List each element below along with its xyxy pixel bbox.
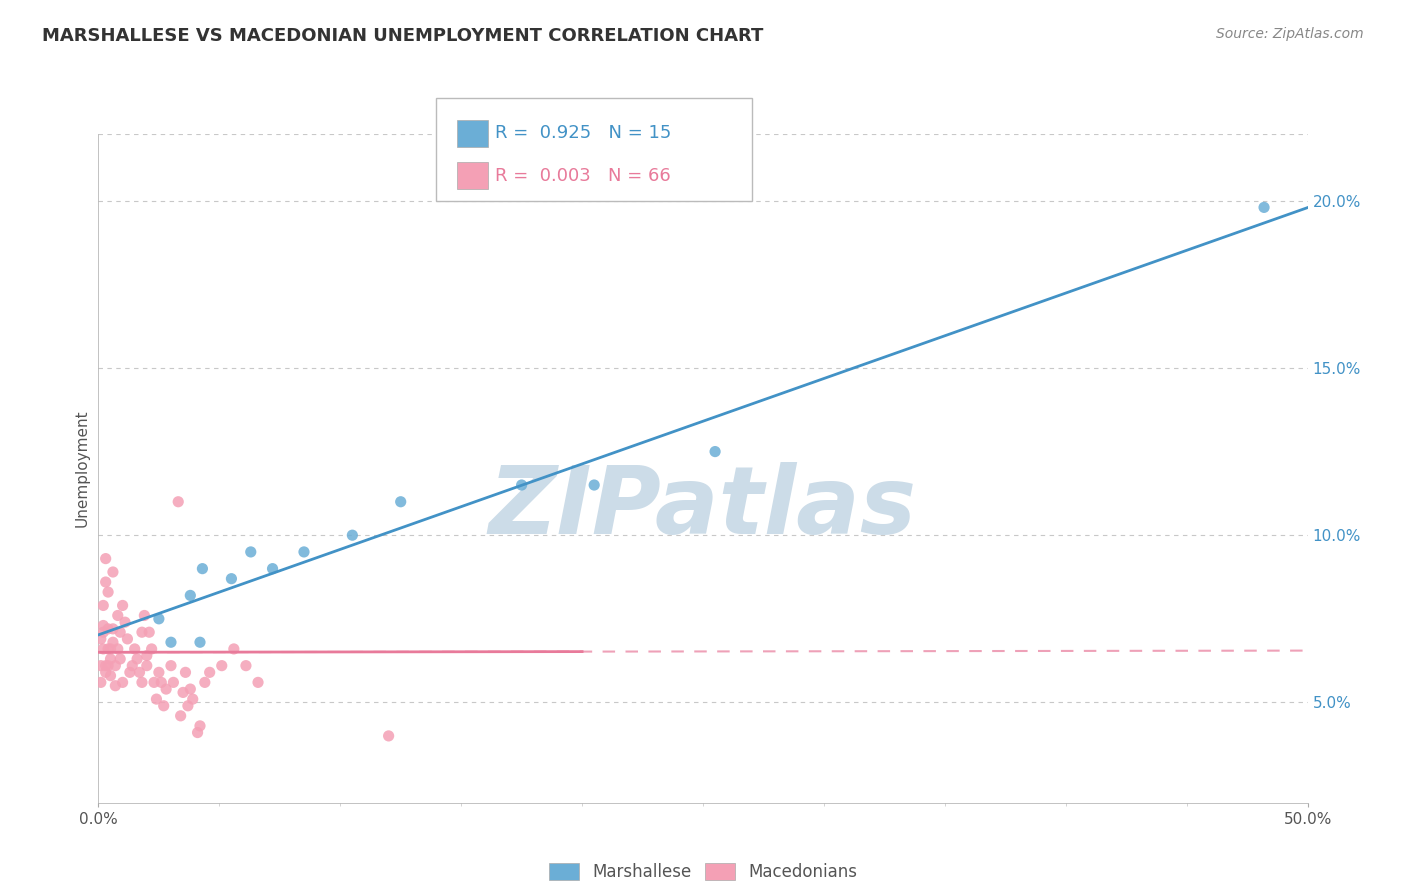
Point [90,632,112,646]
Point [111,675,134,690]
Point [131,625,153,640]
Point [221,572,243,586]
Point [152,698,174,713]
Text: ZIPatlas: ZIPatlas [489,462,917,555]
Point [169,708,191,723]
Point [90,658,112,673]
Text: MARSHALLESE VS MACEDONIAN UNEMPLOYMENT CORRELATION CHART: MARSHALLESE VS MACEDONIAN UNEMPLOYMENT C… [42,27,763,45]
Point [91,599,114,613]
Point [141,642,163,657]
Point [100,642,122,657]
Point [222,642,245,657]
Point [100,652,122,666]
Point [108,625,131,640]
Point [162,675,184,690]
Legend: Marshallese, Macedonians: Marshallese, Macedonians [543,856,863,888]
Point [90,675,112,690]
Point [111,599,134,613]
Point [211,658,233,673]
Point [191,562,214,576]
Point [188,635,211,649]
Point [239,545,262,559]
Point [104,679,127,693]
Point [104,658,127,673]
Point [143,675,166,690]
Point [121,658,143,673]
Point [160,658,183,673]
Point [510,478,533,492]
Point [124,642,146,657]
Point [91,642,114,657]
Point [377,729,399,743]
Point [167,494,190,508]
Point [1253,201,1275,215]
Point [148,612,170,626]
Y-axis label: Unemployment: Unemployment [75,409,90,527]
Text: R =  0.003   N = 66: R = 0.003 N = 66 [495,167,671,185]
Point [114,615,136,630]
Point [292,545,315,559]
Point [150,675,173,690]
Point [94,551,117,566]
Point [138,625,160,640]
Point [177,698,200,713]
Point [135,648,157,663]
Point [97,585,120,599]
Point [94,665,117,680]
Point [235,658,257,673]
Point [342,528,364,542]
Point [262,562,284,576]
Point [108,652,131,666]
Point [179,681,201,696]
Point [97,622,120,636]
Point [97,642,120,657]
Point [172,685,194,699]
Point [101,565,124,579]
Point [148,665,170,680]
Point [101,635,124,649]
Point [97,658,120,673]
Point [101,622,124,636]
Point [198,665,221,680]
Point [118,665,141,680]
Point [128,665,150,680]
Point [91,625,114,640]
Point [181,692,204,706]
Point [389,494,412,508]
Point [135,658,157,673]
Point [187,725,209,739]
Point [107,642,129,657]
Point [179,589,201,603]
Point [94,658,117,673]
Point [188,719,211,733]
Point [247,675,270,690]
Point [94,575,117,590]
Point [131,675,153,690]
Point [174,665,197,680]
Point [160,635,183,649]
Point [91,618,114,632]
Point [704,444,727,458]
Point [127,652,149,666]
Text: Source: ZipAtlas.com: Source: ZipAtlas.com [1216,27,1364,41]
Point [134,608,156,623]
Point [117,632,139,646]
Point [194,675,217,690]
Point [107,608,129,623]
Point [145,692,167,706]
Text: R =  0.925   N = 15: R = 0.925 N = 15 [495,125,671,143]
Point [583,478,606,492]
Point [155,681,177,696]
Point [100,669,122,683]
